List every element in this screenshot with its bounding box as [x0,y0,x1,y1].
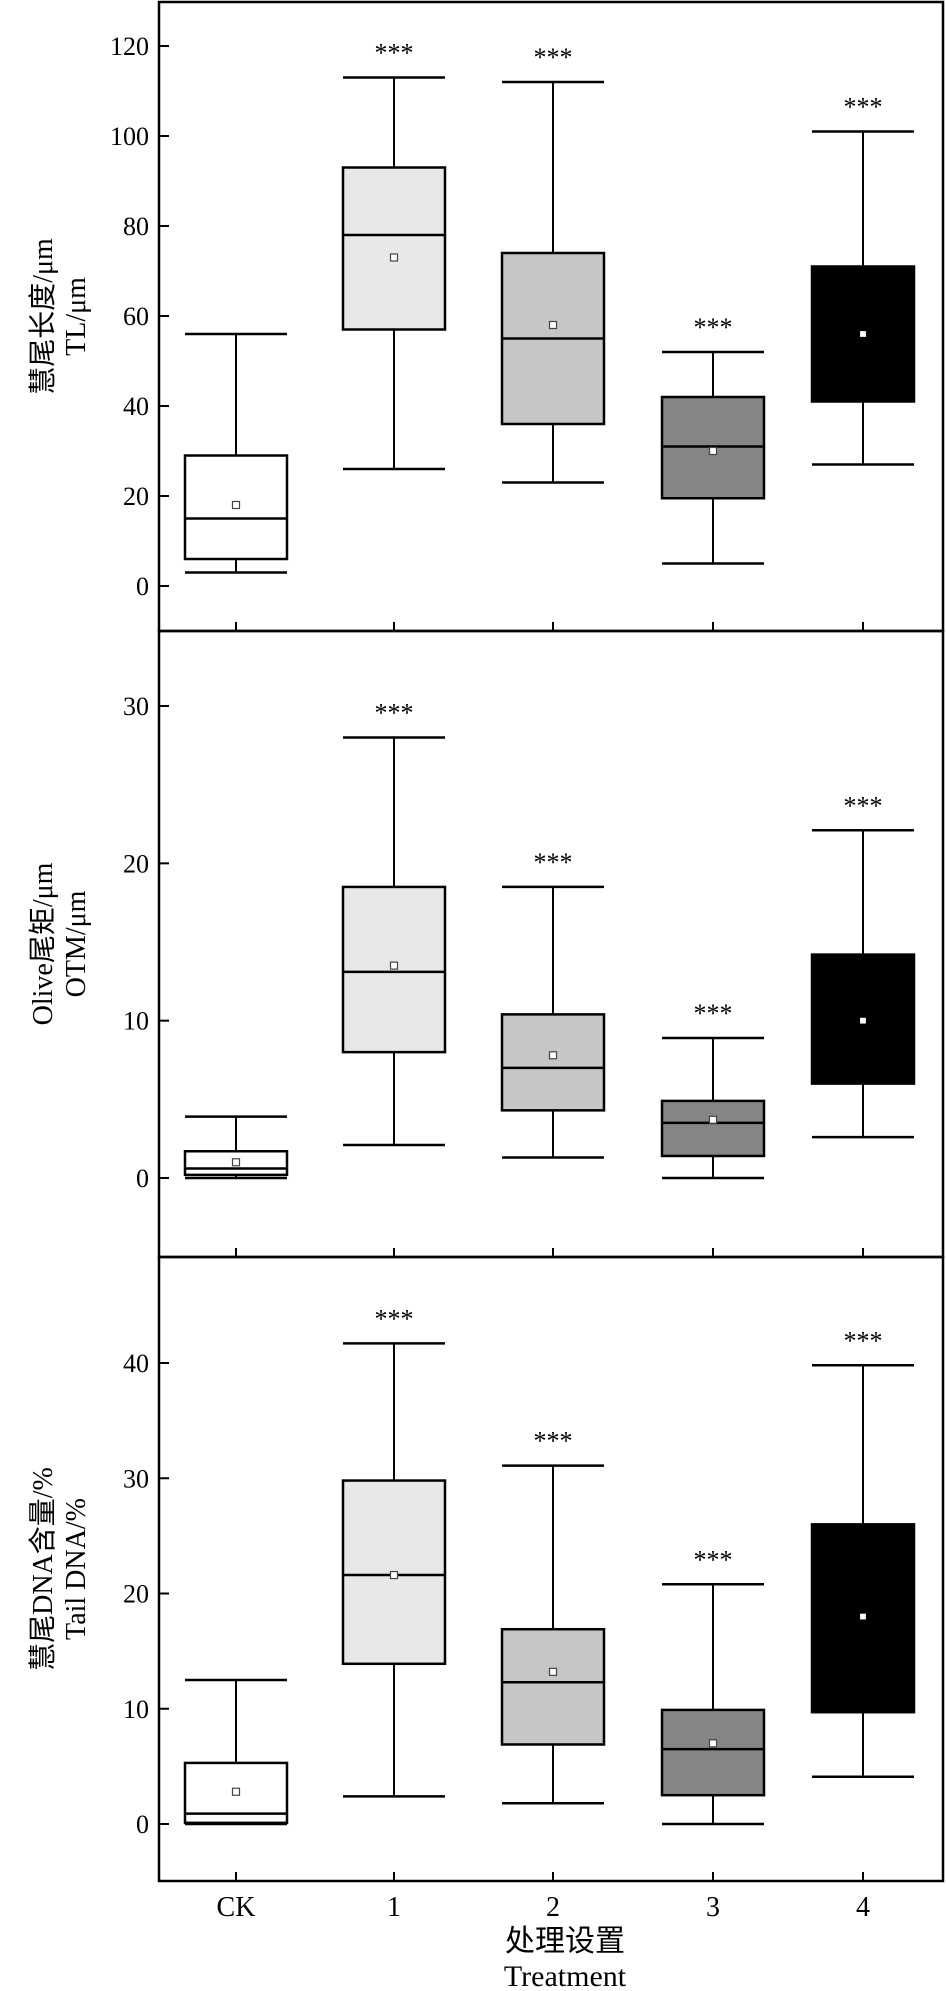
box-CK [183,1115,289,1180]
x-category-label: 1 [387,1892,401,1923]
y-tick-label: 10 [123,1695,149,1724]
y-tick-label: 30 [123,1464,149,1493]
iqr-box [341,1479,447,1666]
iqr-box [660,1708,766,1797]
y-axis-label-cn: 慧尾DNA含量/% [27,1467,59,1671]
x-category-label: 4 [856,1892,870,1923]
box-2: *** [500,848,606,1159]
y-tick-label: 100 [110,122,149,151]
significance-label: *** [694,313,733,342]
y-tick-label: 120 [110,32,149,61]
box-4: *** [810,791,916,1139]
y-axis-label-cn: 慧尾长度/μm [27,238,59,395]
box-2: *** [500,43,606,484]
box-3: *** [660,1545,766,1826]
significance-label: *** [534,1427,573,1456]
y-tick-label: 0 [136,1810,149,1839]
mean-marker [708,446,718,456]
significance-label: *** [375,698,414,727]
box-3: *** [660,313,766,565]
y-tick-label: 40 [123,1349,149,1378]
box-CK [183,1678,289,1826]
significance-label: *** [375,1304,414,1333]
significance-label: *** [844,1326,883,1355]
y-tick-label: 20 [123,849,149,878]
mean-marker [231,1787,241,1796]
iqr-box [660,1099,766,1158]
y-tick-label: 10 [123,1007,149,1036]
box-4: *** [810,1326,916,1778]
mean-marker [548,1667,558,1676]
box-2: *** [500,1427,606,1805]
x-category-label: CK [217,1892,256,1923]
y-tick-label: 20 [123,482,149,511]
iqr-box [341,166,447,331]
mean-marker [389,253,399,262]
mean-marker [708,1115,718,1124]
y-tick-label: 0 [136,572,149,601]
mean-marker [858,1016,868,1025]
plot-frame [157,1255,945,1883]
y-tick-label: 20 [123,1580,149,1609]
x-axis-label-cn: 处理设置 [505,1925,625,1958]
mean-marker [858,329,868,339]
box-1: *** [341,39,447,471]
significance-label: *** [844,93,883,122]
y-axis-label-en: TL/μm [61,277,92,356]
significance-label: *** [694,999,733,1028]
box-3: *** [660,999,766,1180]
iqr-box [500,1627,606,1746]
significance-label: *** [375,39,414,68]
mean-marker [231,500,241,510]
y-axis-label-cn: Olive尾矩/μm [27,862,59,1025]
box-1: *** [341,1304,447,1798]
y-axis-label-en: Tail DNA/% [61,1498,92,1640]
panel-2: 0 10 20 30 Olive尾矩/μm OTM/μm *** *** *** *** [27,629,945,1259]
mean-marker [708,1739,718,1748]
x-category-label: 2 [546,1892,560,1923]
box-1: *** [341,698,447,1147]
y-axis-label-en: OTM/μm [61,890,92,997]
significance-label: *** [694,1545,733,1574]
mean-marker [389,961,399,970]
panel-3: 0 10 20 30 40 慧尾DNA含量/% Tail DNA/% *** *** *** *** [27,1255,945,1883]
x-category-label: 3 [706,1892,720,1923]
x-axis-label-en: Treatment [504,1960,627,1991]
box-CK [183,332,289,574]
significance-label: *** [844,791,883,820]
mean-marker [548,1051,558,1060]
mean-marker [548,320,558,330]
significance-label: *** [534,43,573,72]
mean-marker [858,1612,868,1621]
box-4: *** [810,93,916,466]
iqr-box [500,1013,606,1112]
mean-marker [389,1570,399,1580]
y-tick-label: 80 [123,212,149,241]
y-tick-label: 0 [136,1164,149,1193]
y-tick-label: 30 [123,692,149,721]
significance-label: *** [534,848,573,877]
mean-marker [231,1158,241,1167]
y-tick-label: 40 [123,392,149,421]
y-tick-label: 60 [123,302,149,331]
panel-1: 0 20 40 60 80 100 120 慧尾长度/μm TL/μm *** *** *** *** [27,0,945,633]
